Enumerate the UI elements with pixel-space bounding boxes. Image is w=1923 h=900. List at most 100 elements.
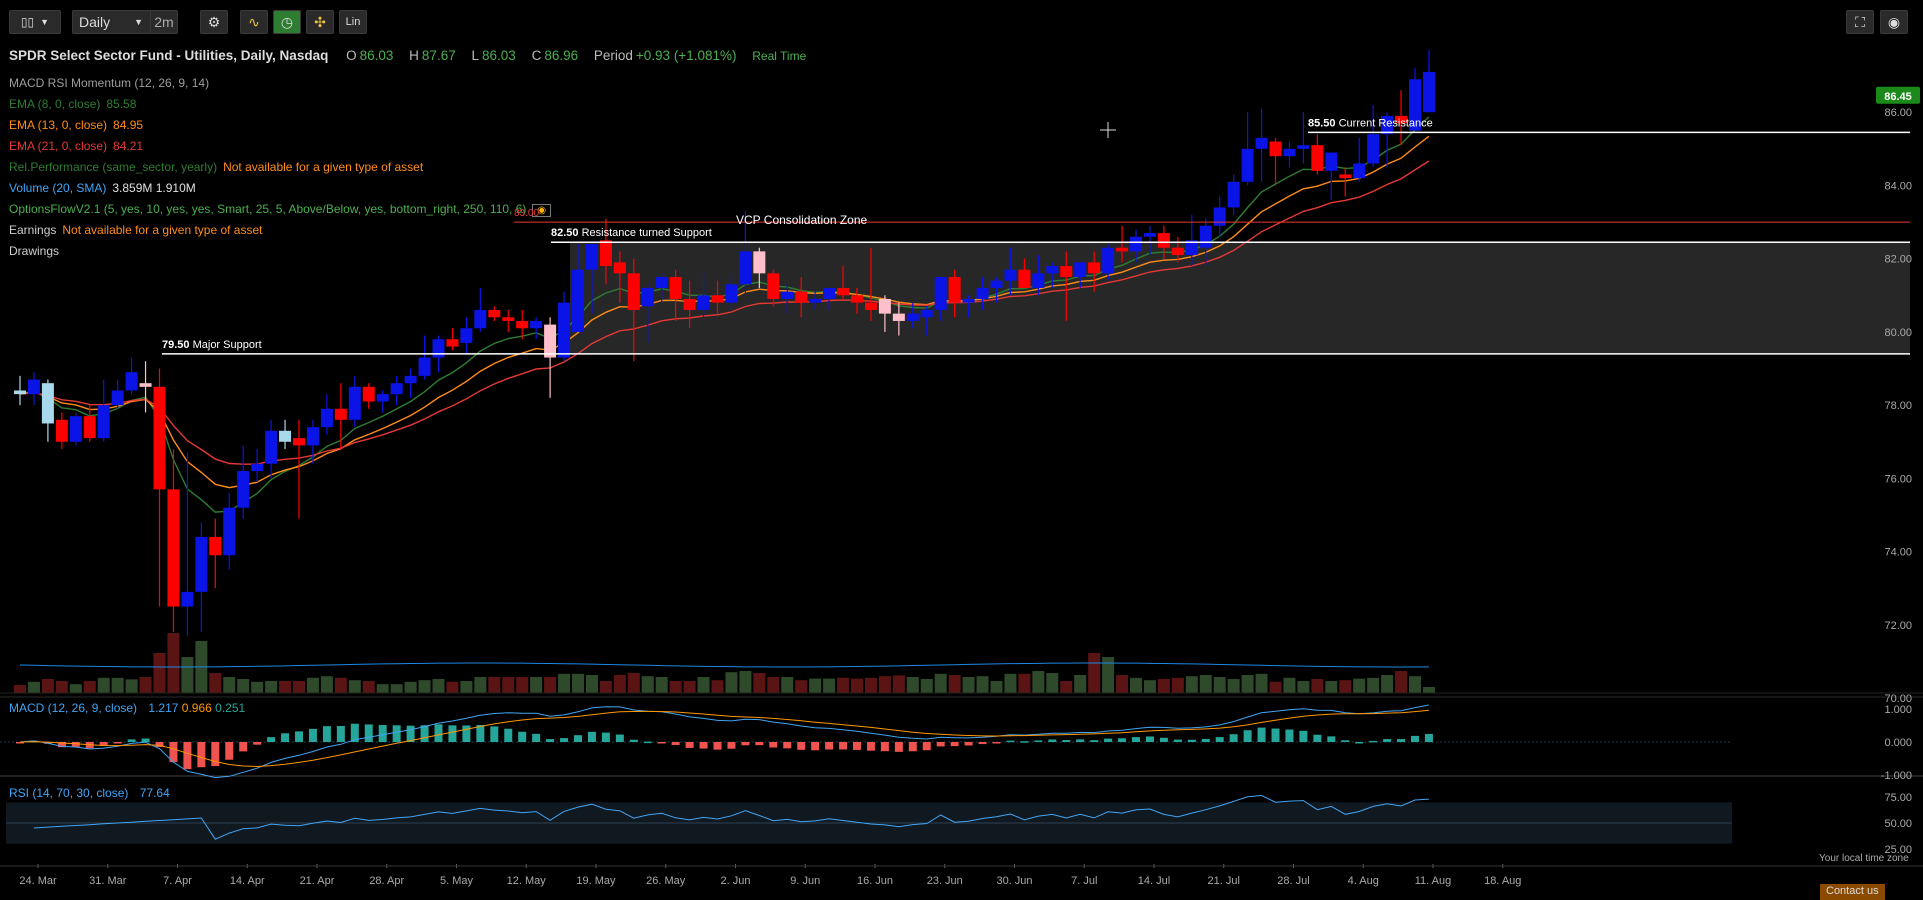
indicator-row[interactable]: Drawings xyxy=(9,244,65,258)
macd-histogram-bar xyxy=(574,735,582,742)
close-label: C xyxy=(531,48,542,63)
candle xyxy=(697,295,710,310)
macd-histogram-bar xyxy=(518,731,527,742)
volume-bar xyxy=(1311,679,1324,693)
time-tick: 14. Jul xyxy=(1138,875,1170,887)
candle xyxy=(558,302,571,358)
candle xyxy=(293,438,305,446)
indicator-row[interactable]: Rel.Performance (same_sector, yearly) Not… xyxy=(9,160,429,174)
candle xyxy=(864,302,877,310)
time-tick: 24. Mar xyxy=(19,875,57,887)
indicator-row[interactable]: EMA (8, 0, close) 85.58 xyxy=(9,97,142,111)
macd-histogram-bar xyxy=(1034,740,1043,742)
fullscreen-button[interactable]: ⛶ xyxy=(1846,10,1874,34)
time-tick: 16. Jun xyxy=(857,875,893,887)
indicator-row[interactable]: MACD RSI Momentum (12, 26, 9, 14) xyxy=(9,76,215,90)
settings-button[interactable]: ⚙ xyxy=(200,10,228,34)
macd-histogram-bar xyxy=(1145,736,1154,742)
candle xyxy=(1088,262,1101,274)
realtime-label: Real Time xyxy=(752,49,807,63)
volume-bar xyxy=(125,679,138,693)
candle xyxy=(725,284,738,303)
crosshair-button[interactable]: ✣ xyxy=(306,10,334,34)
indicator-name: OptionsFlowV2.1 (5, yes, 10, yes, yes, S… xyxy=(9,202,527,216)
macd-histogram-bar xyxy=(546,739,555,742)
macd-histogram-bar xyxy=(685,742,694,748)
macd-histogram-bar xyxy=(866,742,875,751)
candle xyxy=(948,277,961,303)
candle xyxy=(265,430,278,464)
candle xyxy=(1102,247,1115,274)
macd-histogram-bar xyxy=(1313,734,1322,742)
indicators-button[interactable]: ∿ xyxy=(240,10,268,34)
macd-histogram-bar xyxy=(811,742,820,751)
indicator-name: Rel.Performance (same_sector, yearly) xyxy=(9,160,218,174)
candle xyxy=(1297,145,1310,149)
macd-histogram-bar xyxy=(16,742,24,744)
low-label: L xyxy=(471,48,479,63)
volume-bar xyxy=(599,681,612,693)
indicator-row[interactable]: Earnings Not available for a given type o… xyxy=(9,223,269,237)
volume-bar xyxy=(809,678,822,693)
volume-bar xyxy=(14,685,26,693)
high-label: H xyxy=(409,48,419,63)
macd-histogram-bar xyxy=(378,725,387,742)
time-tick: 26. May xyxy=(646,875,686,887)
macd-histogram-bar xyxy=(155,742,164,747)
indicator-row[interactable]: EMA (13, 0, close) 84.95 xyxy=(9,118,149,132)
indicator-row[interactable]: EMA (21, 0, close) 84.21 xyxy=(9,139,149,153)
indicator-row[interactable]: Volume (20, SMA) 3.859M 1.910M xyxy=(9,181,202,195)
high-value: 87.67 xyxy=(421,48,456,63)
volume-bar xyxy=(1213,677,1226,693)
indicator-value: 85.58 xyxy=(106,97,137,111)
fullscreen-icon: ⛶ xyxy=(1855,13,1865,30)
candle xyxy=(1339,174,1352,179)
interval-select[interactable]: Daily ▼ xyxy=(72,10,152,34)
macd-histogram-bar xyxy=(671,742,680,746)
macd-histogram-bar xyxy=(532,733,541,742)
macd-histogram-bar xyxy=(741,742,750,746)
volume-bar xyxy=(362,681,375,693)
eye-icon[interactable]: ◉ xyxy=(532,204,552,217)
volume-bar xyxy=(878,676,891,693)
candle xyxy=(781,291,794,299)
range-select[interactable]: 2m xyxy=(150,10,178,34)
period-label: Period xyxy=(593,48,633,63)
indicator-name: Earnings xyxy=(9,223,57,237)
contact-us-button[interactable]: Contact us xyxy=(1820,884,1885,900)
screenshot-button[interactable]: ◉ xyxy=(1880,10,1908,34)
indicator-row[interactable]: OptionsFlowV2.1 (5, yes, 10, yes, yes, S… xyxy=(9,202,557,217)
macd-histogram-bar xyxy=(267,737,276,742)
volume-bar xyxy=(1102,657,1115,693)
open-value: 86.03 xyxy=(359,48,394,63)
timezone-note[interactable]: Your local time zone xyxy=(1819,853,1909,864)
volume-bar xyxy=(418,680,431,693)
chart-type-button[interactable]: ▯▯ ▼ xyxy=(9,10,61,34)
time-tick: 23. Jun xyxy=(927,875,963,887)
candle xyxy=(460,328,473,343)
volume-bar xyxy=(139,677,152,693)
volume-bar xyxy=(55,681,68,693)
candle xyxy=(669,277,682,299)
time-tick: 4. Aug xyxy=(1348,875,1379,887)
candle xyxy=(976,287,989,299)
volume-bar xyxy=(488,677,501,693)
volume-bar xyxy=(1157,679,1170,693)
macd-histogram-bar xyxy=(57,742,66,748)
realtime-button[interactable]: ◷ xyxy=(273,10,301,34)
scale-button[interactable]: Lin xyxy=(339,10,367,34)
candle xyxy=(27,379,40,395)
candle xyxy=(83,416,96,439)
volume-bar xyxy=(432,679,445,693)
candle xyxy=(181,591,194,607)
volume-bar xyxy=(1367,677,1380,693)
candle xyxy=(279,430,292,442)
crosshair-icon: ✣ xyxy=(314,13,326,30)
macd-histogram-bar xyxy=(1355,741,1364,744)
macd-histogram-bar xyxy=(504,728,513,742)
rsi-value: 77.64 xyxy=(139,786,170,800)
macd-histogram-bar xyxy=(1383,739,1392,742)
volume-bar xyxy=(390,684,403,693)
macd-histogram-bar xyxy=(392,725,401,742)
